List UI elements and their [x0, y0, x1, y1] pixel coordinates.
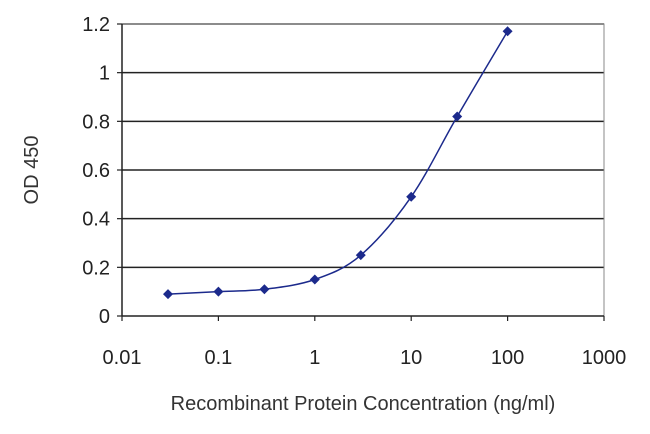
x-tick-label: 1 — [309, 347, 320, 369]
data-point — [309, 274, 320, 285]
y-tick-label: 0.2 — [82, 257, 110, 279]
data-point — [213, 286, 224, 297]
y-tick-label: 0.4 — [82, 209, 110, 231]
x-tick-label: 100 — [491, 347, 524, 369]
y-tick-label: 0 — [99, 306, 110, 328]
data-point — [162, 289, 173, 300]
data-point — [355, 250, 366, 261]
y-ticks: 0 0.2 0.4 0.6 0.8 1 1.2 — [82, 14, 122, 328]
x-tick-label: 1000 — [582, 347, 627, 369]
x-tick-label: 0.01 — [103, 347, 142, 369]
data-point — [452, 111, 463, 122]
x-tick-label: 0.1 — [204, 347, 232, 369]
y-tick-label: 1 — [99, 63, 110, 85]
x-axis-label: Recombinant Protein Concentration (ng/ml… — [171, 393, 556, 415]
y-tick-label: 1.2 — [82, 14, 110, 36]
data-point — [259, 284, 270, 295]
data-point — [406, 191, 417, 202]
y-tick-label: 0.6 — [82, 160, 110, 182]
data-points — [162, 26, 513, 300]
y-tick-label: 0.8 — [82, 111, 110, 133]
data-point — [502, 26, 513, 37]
x-tick-label: 10 — [400, 347, 422, 369]
y-axis-label: OD 450 — [21, 136, 43, 205]
x-ticks: 0.01 0.1 1 10 100 1000 — [103, 316, 627, 369]
